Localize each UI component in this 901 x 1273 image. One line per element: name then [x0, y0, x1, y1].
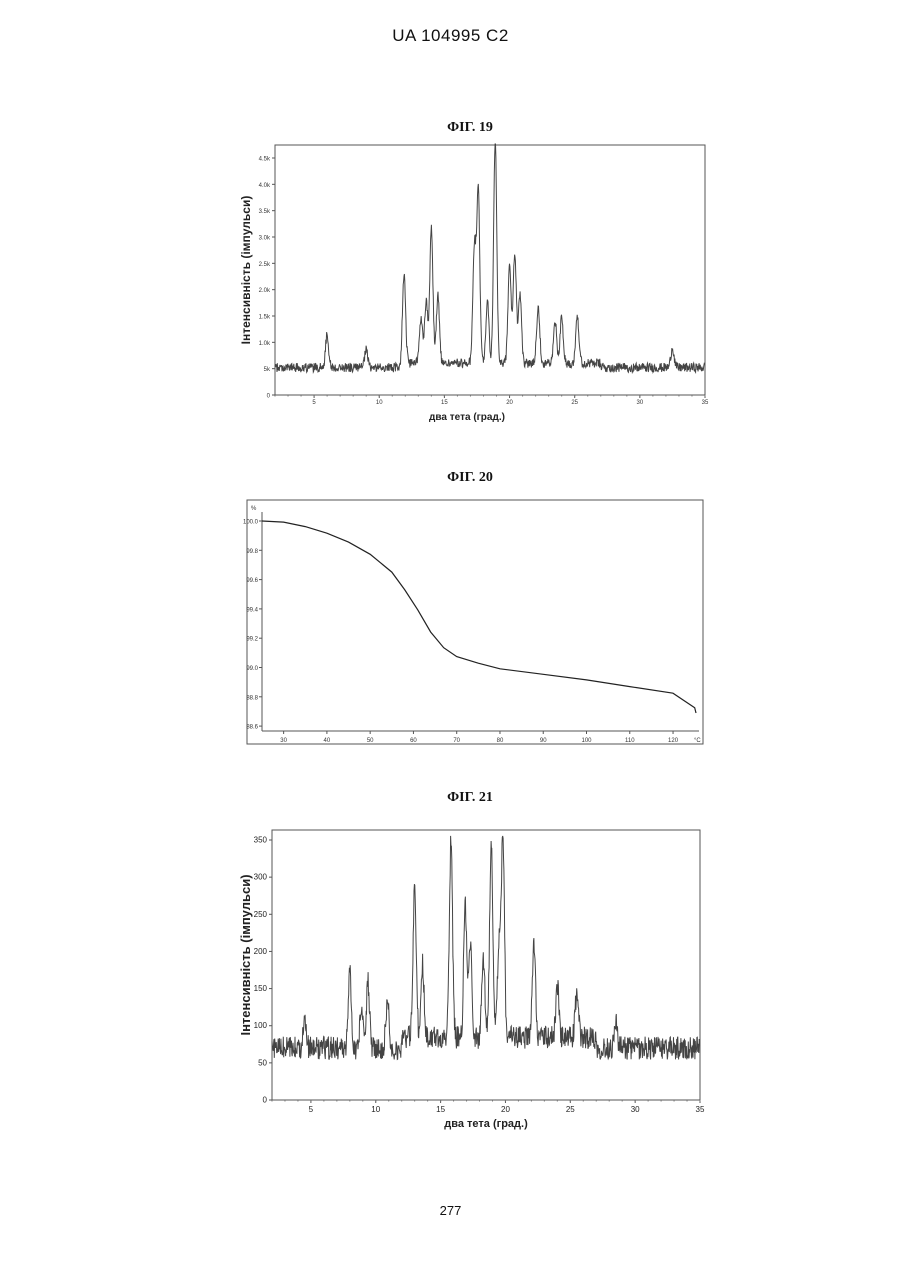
fig19-plot-frame — [275, 145, 705, 395]
x-tick-label: 50 — [367, 738, 374, 744]
x-tick-label: 10 — [371, 1105, 380, 1114]
y-tick-label: 350 — [254, 836, 268, 845]
y-tick-label: 50 — [258, 1058, 267, 1067]
y-tick-label: 99.8 — [246, 549, 258, 555]
fig20-plot-frame — [247, 500, 703, 744]
fig21-x-axis-label: два тета (град.) — [444, 1118, 528, 1130]
fig21-plot-frame — [272, 830, 700, 1100]
x-tick-label: 70 — [453, 738, 460, 744]
y-tick-label: 100 — [254, 1021, 268, 1030]
y-tick-label: 2.0k — [259, 288, 271, 294]
x-tick-label: 60 — [410, 738, 417, 744]
fig20-ticks: 30 40 50 60 70 80 90 100 110 120 100.0 99.8 99.6 99.4… — [243, 520, 679, 745]
y-tick-label: 3.0k — [259, 236, 271, 242]
fig20-y-unit: % — [251, 506, 257, 512]
fig19-y-axis-label: Інтенсивність (імпульси) — [239, 196, 253, 345]
y-tick-label: 88.8 — [246, 695, 258, 701]
y-tick-label: 99.0 — [246, 666, 258, 672]
x-tick-label: 5 — [312, 400, 316, 406]
x-tick-label: 15 — [436, 1105, 445, 1114]
fig21-series-line — [272, 836, 700, 1060]
y-tick-label: 99.4 — [246, 607, 258, 613]
fig20-x-unit: °C — [694, 738, 701, 744]
x-tick-label: 40 — [324, 738, 331, 744]
y-tick-label: 99.6 — [246, 578, 258, 584]
x-tick-label: 100 — [581, 738, 592, 744]
x-tick-label: 15 — [441, 400, 448, 406]
y-tick-label: 150 — [254, 984, 268, 993]
y-tick-label: 1.0k — [259, 341, 271, 347]
x-tick-label: 30 — [631, 1105, 640, 1114]
y-tick-label: 200 — [254, 947, 268, 956]
y-tick-label: 300 — [254, 873, 268, 882]
y-tick-label: 3.5k — [259, 209, 271, 215]
x-tick-label: 90 — [540, 738, 547, 744]
y-tick-label: 250 — [254, 910, 268, 919]
y-tick-label: 2.5k — [259, 262, 271, 268]
x-tick-label: 30 — [280, 738, 287, 744]
fig21-y-axis-label: Інтенсивність (імпульси) — [238, 874, 253, 1035]
x-tick-label: 30 — [637, 400, 644, 406]
x-tick-label: 20 — [506, 400, 513, 406]
y-tick-label: 1.5k — [259, 315, 271, 321]
x-tick-label: 80 — [497, 738, 504, 744]
y-tick-label: 0 — [267, 394, 271, 400]
fig21-ticks: 5101520253035050100150200250300350 — [254, 836, 705, 1115]
x-tick-label: 35 — [702, 400, 709, 406]
x-tick-label: 25 — [571, 400, 578, 406]
x-tick-label: 35 — [696, 1105, 705, 1114]
x-tick-label: 20 — [501, 1105, 510, 1114]
y-tick-label: 4.0k — [259, 183, 271, 189]
x-tick-label: 10 — [376, 400, 383, 406]
fig21-chart: 5101520253035050100150200250300350 два т… — [238, 830, 705, 1130]
y-tick-label: 88.6 — [246, 725, 258, 731]
fig20-series-line — [262, 521, 696, 713]
fig20-chart: 30 40 50 60 70 80 90 100 110 120 100.0 99.8 99.6 99.4… — [243, 500, 703, 744]
y-tick-label: 4.5k — [259, 157, 271, 163]
x-tick-label: 5 — [309, 1105, 314, 1114]
x-tick-label: 25 — [566, 1105, 575, 1114]
fig19-x-axis-label: два тета (град.) — [429, 412, 505, 423]
y-tick-label: 5k — [264, 367, 271, 373]
x-tick-label: 110 — [625, 738, 635, 744]
fig19-chart: 5 10 15 20 25 30 35 0 5k 1.0k 1.5k 2.0k 2.5k 3.0k 3.5k… — [239, 144, 709, 423]
y-tick-label: 99.2 — [246, 637, 258, 643]
fig19-series-line — [275, 144, 705, 372]
y-tick-label: 0 — [263, 1096, 268, 1105]
y-tick-label: 100.0 — [243, 520, 259, 526]
x-tick-label: 120 — [668, 738, 679, 744]
page-number: 277 — [0, 1203, 901, 1218]
